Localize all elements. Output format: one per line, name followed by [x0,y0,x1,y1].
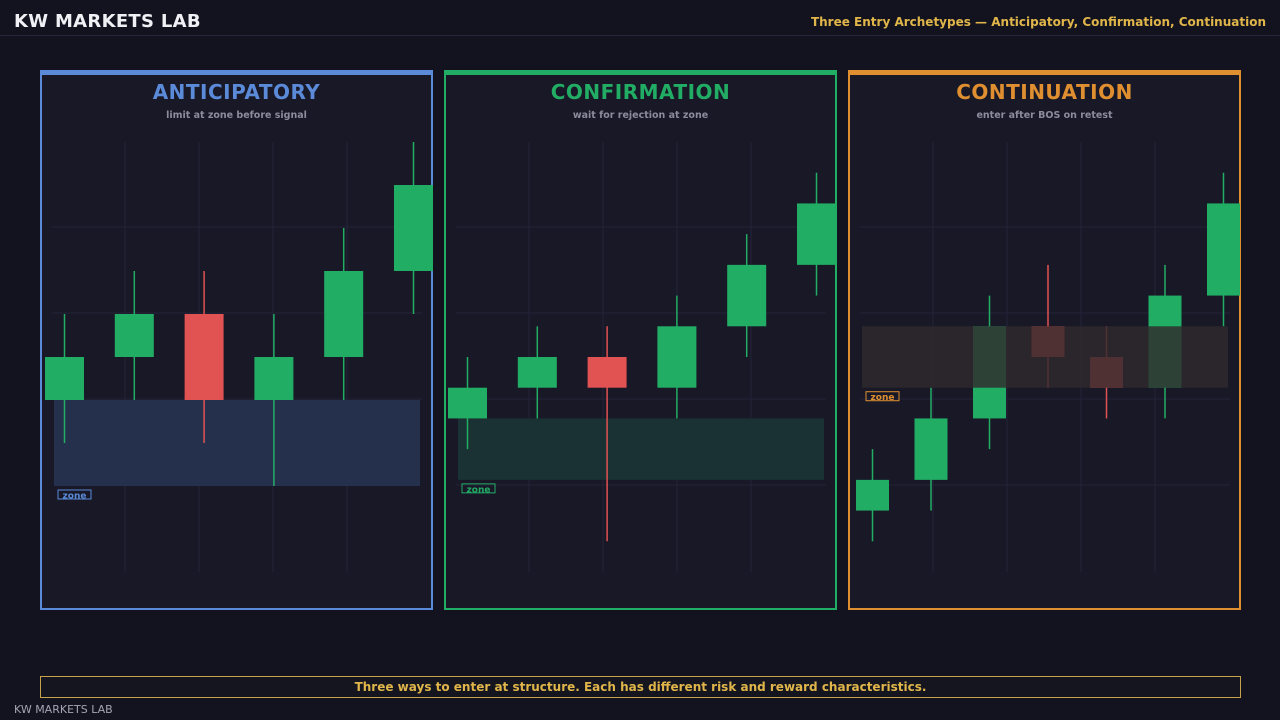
bull-candle [254,357,294,400]
footer-brand: KW MARKETS LAB [14,703,113,716]
brand-title: KW MARKETS LAB [14,11,201,32]
bull-candle [856,479,889,511]
candlestick-chart-anticipatory: zone [45,142,433,572]
panel-title: CONFIRMATION [550,80,731,104]
bull-candle [114,314,154,357]
panel-title: ANTICIPATORY [152,80,321,104]
zone-label-box [865,391,900,402]
bull-candle [1207,203,1240,296]
bear-candle [184,314,224,400]
panel-accent-bar [42,72,431,75]
bull-candle [45,357,84,400]
bull-candle [517,357,557,388]
panel-subtitle: wait for rejection at zone [572,110,709,121]
zone-label: zone [467,485,491,495]
panel-confirmation: CONFIRMATION wait for rejection at zone … [444,70,837,610]
zone-band [458,418,824,480]
zone-label: zone [871,393,895,403]
bear-candle [587,357,627,388]
panel-anticipatory: ANTICIPATORY limit at zone before signal… [40,70,433,610]
panel-accent-bar [446,72,835,75]
bull-candle [797,203,836,265]
bull-candle [727,264,767,327]
zone-label: zone [63,492,87,502]
panel-subtitle: limit at zone before signal [166,110,307,121]
bull-candle [324,271,364,357]
zone-label-box [57,489,92,500]
panel-accent-bar [850,72,1239,75]
bull-candle [394,185,433,271]
header-bar: KW MARKETS LAB Three Entry Archetypes — … [0,0,1280,36]
panel-title: CONTINUATION [956,80,1133,104]
bull-candle [657,326,697,388]
page-subtitle: Three Entry Archetypes — Anticipatory, C… [810,15,1266,29]
panel-subtitle: enter after BOS on retest [976,110,1113,121]
bull-candle [448,387,487,419]
zone-band [862,326,1228,388]
footer-banner: Three ways to enter at structure. Each h… [40,676,1241,698]
candlestick-chart-confirmation: zone [448,142,836,572]
zone-label-box [461,483,496,494]
zone-band [54,400,420,486]
panel-continuation: CONTINUATION enter after BOS on retest z… [848,70,1241,610]
bull-candle [914,418,948,480]
candlestick-chart-continuation: zone [856,142,1240,572]
